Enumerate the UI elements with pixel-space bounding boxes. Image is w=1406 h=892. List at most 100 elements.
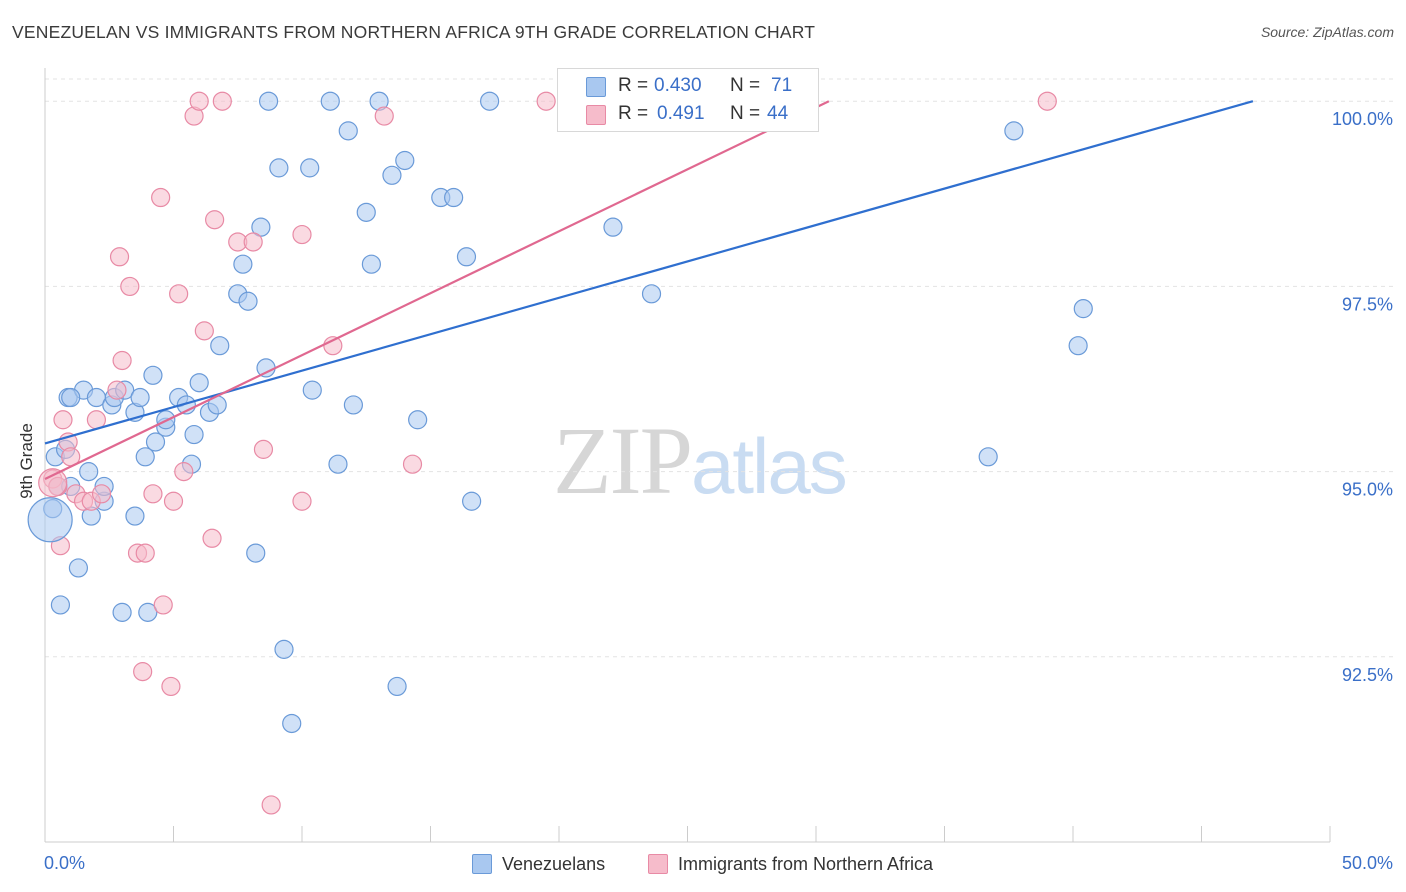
point-venezuelans	[258, 91, 279, 111]
bottom-legend-label-venezuelans: Venezuelans	[502, 853, 606, 874]
point-immigrants	[374, 106, 394, 126]
point-venezuelans	[408, 410, 428, 430]
point-venezuelans	[343, 395, 363, 415]
point-venezuelans	[456, 247, 477, 267]
legend-r-value: 0.491	[657, 103, 705, 124]
point-venezuelans	[382, 165, 402, 185]
point-immigrants	[292, 224, 312, 245]
point-venezuelans	[1068, 336, 1088, 356]
point-venezuelans	[112, 602, 132, 622]
point-immigrants	[107, 380, 127, 400]
point-immigrants	[91, 484, 112, 504]
point-venezuelans	[68, 558, 89, 578]
point-venezuelans	[338, 121, 358, 141]
legend-row-venezuelans: R = 0.430 N = 71	[558, 74, 818, 98]
point-venezuelans	[1004, 121, 1024, 141]
point-venezuelans	[135, 447, 155, 467]
point-immigrants	[161, 676, 181, 697]
point-venezuelans	[328, 454, 348, 474]
point-venezuelans	[125, 506, 145, 526]
stats-legend: R = 0.430 N = 71 R = 0.491 N = 44	[557, 68, 819, 132]
point-venezuelans	[246, 543, 266, 563]
trend-line-venezuelans	[44, 100, 1254, 445]
point-venezuelans	[356, 202, 376, 222]
trend-line-immigrants	[44, 100, 830, 481]
legend-r-label: R =	[618, 103, 649, 124]
point-immigrants	[174, 462, 194, 482]
point-venezuelans	[210, 336, 230, 356]
point-immigrants	[133, 662, 153, 682]
legend-r-label: R =	[618, 75, 649, 96]
point-immigrants	[153, 595, 173, 615]
point-immigrants	[151, 187, 171, 208]
watermark-zip: ZIP	[553, 407, 693, 514]
point-venezuelans	[233, 254, 253, 274]
legend-swatch-immigrants	[586, 105, 606, 125]
point-venezuelans	[269, 158, 289, 178]
point-immigrants	[112, 350, 132, 371]
point-immigrants	[536, 91, 556, 111]
watermark-atlas: atlas	[691, 422, 848, 510]
point-venezuelans	[282, 713, 302, 734]
point-venezuelans	[603, 217, 623, 237]
point-venezuelans	[130, 387, 150, 408]
point-venezuelans	[184, 424, 204, 445]
point-venezuelans	[978, 447, 998, 467]
point-venezuelans	[189, 373, 209, 393]
point-immigrants	[169, 284, 189, 304]
point-venezuelans	[395, 150, 415, 171]
point-immigrants-large	[38, 468, 68, 498]
point-venezuelans	[79, 462, 99, 482]
point-venezuelans	[138, 602, 158, 622]
point-venezuelans	[251, 217, 271, 237]
point-venezuelans	[462, 491, 482, 511]
point-venezuelans	[361, 254, 381, 274]
point-venezuelans-large	[27, 497, 73, 543]
point-venezuelans	[641, 284, 662, 304]
point-venezuelans	[238, 291, 258, 311]
watermark: ZIPatlas	[553, 405, 848, 516]
point-immigrants	[109, 247, 130, 267]
point-immigrants	[135, 543, 155, 563]
legend-swatch-venezuelans	[586, 77, 606, 97]
point-immigrants	[261, 795, 281, 815]
point-immigrants	[212, 91, 232, 111]
source-label: Source: ZipAtlas.com	[1260, 24, 1394, 40]
y-tick-label: 92.5%	[1342, 665, 1393, 685]
point-immigrants	[253, 439, 274, 459]
bottom-legend-swatch-immigrants	[648, 854, 668, 874]
legend-n-label: N =	[730, 75, 761, 96]
legend-n-value: 44	[767, 103, 789, 124]
point-immigrants	[194, 321, 214, 341]
x-tick-label: 0.0%	[44, 853, 85, 873]
legend-n-label: N =	[730, 103, 761, 124]
y-tick-label: 95.0%	[1342, 480, 1393, 500]
point-immigrants	[189, 91, 209, 111]
point-venezuelans	[320, 91, 340, 111]
point-venezuelans	[256, 358, 276, 378]
x-tick-label: 50.0%	[1342, 853, 1393, 873]
bottom-legend-immigrants: Immigrants from Northern Africa	[648, 852, 933, 876]
point-immigrants	[402, 454, 423, 474]
point-immigrants	[143, 484, 163, 504]
point-venezuelans	[61, 387, 81, 408]
point-immigrants	[120, 276, 140, 297]
point-venezuelans	[300, 158, 320, 178]
y-tick-label: 97.5%	[1342, 294, 1393, 314]
point-venezuelans	[387, 676, 407, 697]
legend-n-value: 71	[771, 75, 793, 96]
y-tick-label: 100.0%	[1332, 109, 1393, 129]
point-venezuelans	[143, 365, 163, 385]
point-immigrants	[1037, 91, 1057, 111]
bottom-legend-label-immigrants: Immigrants from Northern Africa	[678, 853, 934, 874]
point-immigrants	[202, 528, 222, 548]
point-immigrants	[53, 410, 73, 430]
point-venezuelans	[50, 595, 71, 615]
point-venezuelans	[1073, 299, 1093, 319]
chart-title: VENEZUELAN VS IMMIGRANTS FROM NORTHERN A…	[12, 22, 816, 42]
bottom-legend-swatch-venezuelans	[472, 854, 492, 874]
point-venezuelans	[480, 91, 500, 111]
point-immigrants	[243, 232, 263, 252]
point-venezuelans	[274, 639, 294, 659]
